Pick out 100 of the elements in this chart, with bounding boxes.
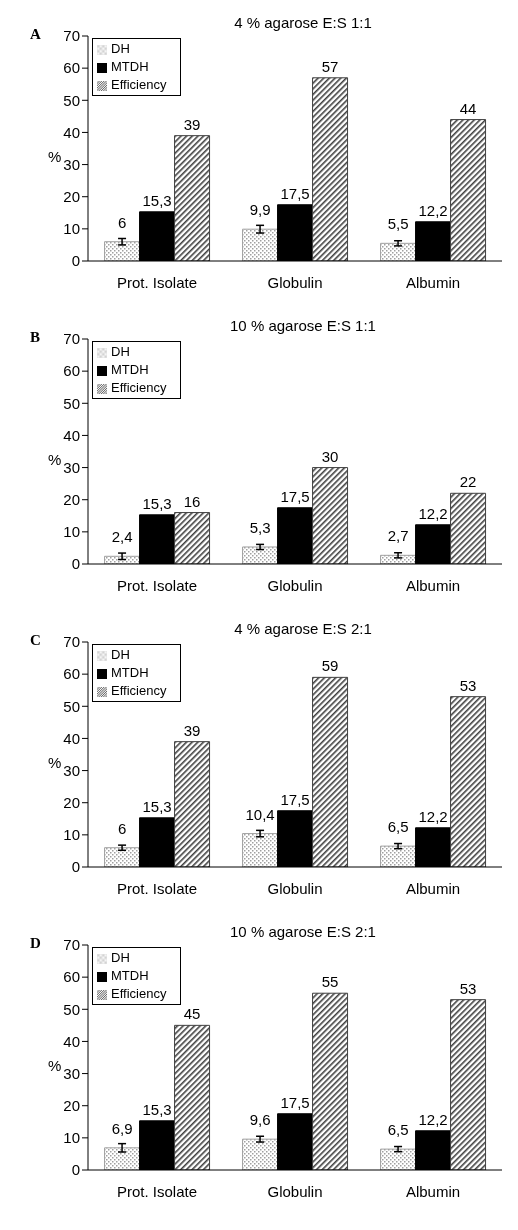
data-label: 6,9 (111, 1119, 133, 1137)
text: D (30, 935, 41, 952)
bar (450, 492, 487, 564)
y-tick-label: 30 (63, 761, 80, 779)
x-tick-label: Albumin (405, 576, 461, 594)
legend-label: Efficiency (111, 380, 167, 395)
y-tick-label: 60 (63, 59, 80, 77)
bar (242, 546, 279, 564)
y-tick-label: 70 (63, 936, 80, 954)
text: C (30, 632, 41, 649)
y-tick-label: 40 (63, 729, 80, 747)
data-label: 55 (321, 973, 339, 991)
legend-label: DH (111, 950, 130, 965)
legend-label: DH (111, 344, 130, 359)
data-label: 12,2 (418, 807, 448, 825)
bar (174, 135, 211, 261)
data-label: 15,3 (142, 191, 172, 209)
data-label: 17,5 (280, 790, 310, 808)
text: B (30, 329, 41, 346)
bar (174, 1024, 211, 1170)
y-tick-label: 50 (63, 394, 80, 412)
y-tick-label: 60 (63, 968, 80, 986)
data-label: 39 (183, 721, 201, 739)
y-tick-label: 40 (63, 1032, 80, 1050)
y-tick-label: 10 (63, 1129, 80, 1147)
legend-label: Efficiency (111, 77, 167, 92)
data-label: 9,6 (249, 1111, 271, 1129)
data-label: 12,2 (418, 504, 448, 522)
y-tick-label: 0 (71, 555, 80, 573)
y-tick-label: 20 (63, 1097, 80, 1115)
legend-label: MTDH (111, 665, 149, 680)
data-label: 39 (183, 115, 201, 133)
data-label: 45 (183, 1005, 201, 1023)
bar (380, 845, 417, 867)
data-label: 17,5 (280, 184, 310, 202)
x-tick-label: Albumin (405, 1182, 461, 1200)
data-label: 15,3 (142, 1100, 172, 1118)
y-tick-label: 10 (63, 220, 80, 238)
bar (450, 999, 487, 1170)
y-tick-label: 0 (71, 1161, 80, 1179)
y-tick-label: 60 (63, 362, 80, 380)
data-label: 53 (459, 979, 477, 997)
data-label: 12,2 (418, 201, 448, 219)
bar (104, 241, 141, 261)
data-label: 6,5 (387, 818, 409, 836)
data-label: 6 (117, 213, 127, 231)
x-tick-label: Prot. Isolate (116, 1182, 198, 1200)
legend-label: DH (111, 41, 130, 56)
x-tick-label: Prot. Isolate (116, 576, 198, 594)
bar (380, 1148, 417, 1170)
y-tick-label: 40 (63, 123, 80, 141)
bar (312, 676, 349, 867)
data-label: 15,3 (142, 797, 172, 815)
data-label: 6,5 (387, 1121, 409, 1139)
x-tick-label: Prot. Isolate (116, 273, 198, 291)
data-label: 5,5 (387, 215, 409, 233)
chart-title: 10 % agarose E:S 1:1 (229, 317, 377, 334)
bar (312, 992, 349, 1170)
bar (450, 119, 487, 261)
y-tick-label: 20 (63, 794, 80, 812)
data-label: 6 (117, 819, 127, 837)
y-tick-label: 70 (63, 330, 80, 348)
data-label: 22 (459, 473, 477, 491)
x-tick-label: Globulin (267, 576, 323, 594)
y-tick-label: 30 (63, 1064, 80, 1082)
y-tick-label: 70 (63, 27, 80, 45)
data-label: 15,3 (142, 494, 172, 512)
y-tick-label: 70 (63, 633, 80, 651)
bar (104, 1147, 141, 1170)
bar (450, 696, 487, 867)
y-tick-label: 50 (63, 697, 80, 715)
chart-title: 4 % agarose E:S 1:1 (233, 14, 373, 31)
x-tick-label: Globulin (267, 1182, 323, 1200)
data-label: 17,5 (280, 487, 310, 505)
y-axis-title: % (48, 148, 62, 165)
bar (104, 847, 141, 867)
legend-label: Efficiency (111, 683, 167, 698)
bar (380, 242, 417, 261)
bar (242, 833, 279, 867)
bar (312, 77, 349, 261)
y-tick-label: 10 (63, 826, 80, 844)
y-axis-title: % (48, 754, 62, 771)
y-tick-label: 0 (71, 858, 80, 876)
data-label: 9,9 (249, 201, 271, 219)
data-label: 5,3 (249, 518, 271, 536)
data-label: 44 (459, 99, 477, 117)
x-tick-label: Globulin (267, 879, 323, 897)
y-tick-label: 50 (63, 91, 80, 109)
data-label: 57 (321, 57, 339, 75)
data-label: 16 (183, 492, 201, 510)
legend-label: DH (111, 647, 130, 662)
bar (242, 1138, 279, 1170)
legend-label: MTDH (111, 362, 149, 377)
text: A (30, 26, 41, 43)
y-tick-label: 40 (63, 426, 80, 444)
x-tick-label: Prot. Isolate (116, 879, 198, 897)
x-tick-label: Albumin (405, 273, 461, 291)
chart-title: 4 % agarose E:S 2:1 (233, 620, 373, 637)
legend-label: Efficiency (111, 986, 167, 1001)
x-tick-label: Albumin (405, 879, 461, 897)
